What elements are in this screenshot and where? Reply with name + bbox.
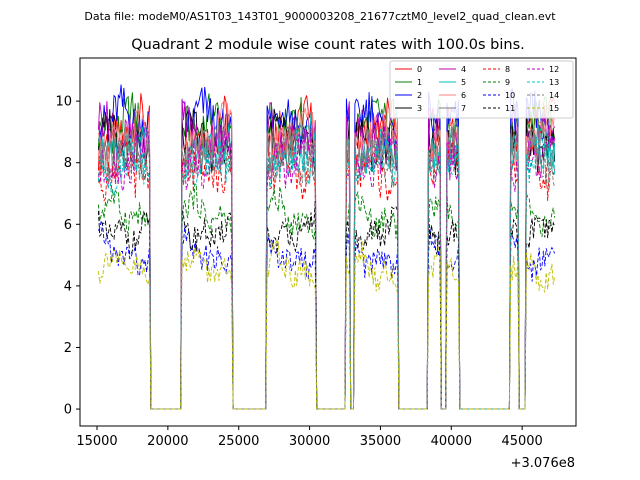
series-line-9: [97, 183, 556, 410]
legend-label-14: 14: [549, 91, 559, 100]
legend-label-12: 12: [549, 65, 559, 74]
legend-label-7: 7: [461, 104, 466, 113]
legend-label-0: 0: [417, 65, 422, 74]
series-line-8: [97, 135, 556, 410]
series-layer: [97, 84, 556, 410]
y-axis: 0 2 4 6 8 10: [55, 95, 80, 418]
legend-label-11: 11: [505, 104, 515, 113]
x-tick-label: 35000: [360, 434, 401, 449]
series-line-3: [97, 108, 556, 410]
legend-label-4: 4: [461, 65, 466, 74]
y-tick-label: 2: [64, 341, 72, 356]
series-line-12: [97, 124, 556, 410]
series-line-14: [98, 125, 556, 410]
legend-label-9: 9: [505, 78, 510, 87]
legend-label-15: 15: [549, 104, 559, 113]
x-tick-label: 40000: [431, 434, 472, 449]
series-line-4: [97, 98, 556, 410]
y-tick-label: 6: [64, 218, 72, 233]
x-tick-label: 25000: [218, 434, 259, 449]
legend-label-3: 3: [417, 104, 422, 113]
x-tick-label: 45000: [501, 434, 542, 449]
legend-box: [389, 60, 574, 119]
legend-label-6: 6: [461, 91, 466, 100]
legend-label-2: 2: [417, 91, 422, 100]
legend-label-8: 8: [505, 65, 510, 74]
data-file-label: Data file: modeM0/AS1T03_143T01_90000032…: [84, 10, 556, 23]
legend-label-13: 13: [549, 78, 559, 87]
series-line-6: [97, 101, 556, 410]
series-line-10: [97, 220, 556, 410]
series-line-1: [97, 92, 556, 410]
y-tick-label: 4: [64, 279, 72, 294]
x-tick-label: 30000: [289, 434, 330, 449]
series-line-5: [98, 109, 556, 410]
series-line-13: [97, 126, 556, 410]
x-axis: 15000 20000 25000 30000 35000 40000 45000: [76, 426, 543, 449]
x-tick-label: 15000: [76, 434, 117, 449]
legend-label-1: 1: [417, 78, 422, 87]
series-line-2: [98, 84, 556, 410]
y-tick-label: 10: [55, 95, 72, 110]
legend-label-5: 5: [461, 78, 466, 87]
series-line-0: [97, 93, 556, 410]
plot-frame: [79, 57, 577, 427]
series-line-15: [97, 237, 556, 410]
y-tick-label: 0: [64, 403, 72, 418]
y-tick-label: 8: [64, 156, 72, 171]
series-line-7: [98, 119, 556, 410]
x-offset-label: +3.076e8: [511, 456, 575, 471]
series-line-11: [97, 200, 556, 410]
chart-title: Quadrant 2 module wise count rates with …: [131, 37, 525, 53]
legend-label-10: 10: [505, 91, 515, 100]
x-tick-label: 20000: [147, 434, 188, 449]
